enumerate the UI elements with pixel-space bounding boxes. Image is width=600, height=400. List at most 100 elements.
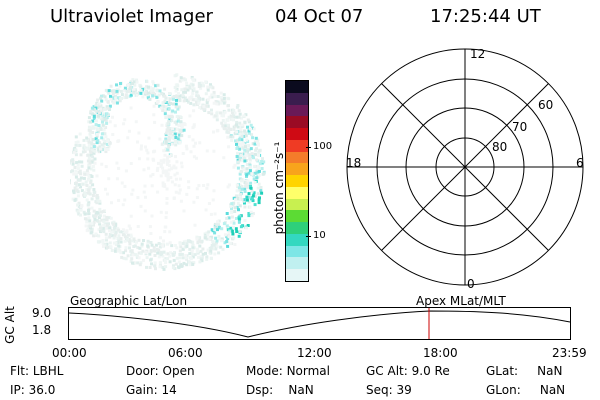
emission-pixel xyxy=(134,253,138,257)
emission-pixel xyxy=(176,84,180,88)
emission-pixel xyxy=(225,212,229,215)
emission-pixel xyxy=(179,76,183,80)
emission-pixel xyxy=(196,98,200,102)
emission-pixel xyxy=(99,126,103,130)
emission-pixel xyxy=(233,132,237,136)
lat-label-60: 60 xyxy=(538,98,554,112)
emission-pixel xyxy=(233,111,237,115)
emission-pixel xyxy=(163,94,167,98)
emission-pixel xyxy=(74,143,78,147)
emission-pixel xyxy=(102,244,105,248)
emission-pixel xyxy=(121,233,125,237)
emission-pixel xyxy=(108,229,112,233)
color-scale-band-13 xyxy=(286,233,308,246)
emission-pixel xyxy=(161,181,165,185)
emission-pixel xyxy=(125,231,129,234)
emission-pixel xyxy=(213,252,217,256)
emission-pixel xyxy=(103,243,107,247)
emission-pixel xyxy=(185,99,189,102)
emission-pixel xyxy=(85,198,89,202)
emission-pixel xyxy=(246,118,250,122)
emission-pixel xyxy=(130,192,134,196)
emission-pixel xyxy=(86,159,90,163)
instrument-title: Ultraviolet Imager xyxy=(50,6,213,27)
emission-pixel xyxy=(149,241,153,244)
emission-pixel xyxy=(72,189,75,193)
emission-pixel xyxy=(141,249,145,253)
emission-pixel xyxy=(153,264,157,268)
gain-label: Gain: xyxy=(126,383,158,397)
color-scale-band-16 xyxy=(286,269,308,281)
emission-pixel xyxy=(91,137,95,141)
emission-pixel xyxy=(227,97,231,101)
emission-pixel xyxy=(226,104,230,108)
emission-pixel xyxy=(91,194,95,197)
emission-pixel xyxy=(192,261,196,265)
emission-pixel xyxy=(240,138,244,142)
emission-pixel xyxy=(139,251,143,255)
emission-pixel xyxy=(200,259,204,263)
emission-pixel xyxy=(236,166,240,170)
emission-pixel xyxy=(247,171,251,175)
emission-pixel xyxy=(237,234,241,238)
emission-pixel xyxy=(129,214,133,218)
emission-pixel xyxy=(237,208,240,212)
emission-pixel xyxy=(239,153,243,157)
emission-pixel xyxy=(87,125,91,129)
emission-pixel xyxy=(189,257,193,261)
emission-pixel xyxy=(126,83,130,87)
emission-pixel xyxy=(148,97,152,101)
emission-pixel xyxy=(139,261,143,265)
color-scale-band-9 xyxy=(286,186,308,199)
emission-pixel xyxy=(183,242,187,246)
emission-pixel xyxy=(211,240,215,244)
emission-pixel xyxy=(247,195,251,199)
emission-pixel xyxy=(174,110,177,114)
emission-pixel xyxy=(236,104,240,107)
emission-pixel xyxy=(177,116,180,120)
emission-pixel xyxy=(238,137,242,141)
emission-pixel xyxy=(150,184,154,188)
filter-row: Flt: LBHL xyxy=(10,362,63,381)
emission-pixel xyxy=(182,99,186,103)
emission-pixel xyxy=(103,218,107,222)
emission-pixel xyxy=(81,150,85,154)
emission-pixel xyxy=(233,243,237,246)
emission-pixel xyxy=(253,180,257,184)
emission-pixel xyxy=(238,147,241,151)
emission-pixel xyxy=(100,94,103,98)
emission-pixel xyxy=(190,85,194,89)
emission-pixel xyxy=(97,216,101,220)
emission-pixel xyxy=(78,132,82,136)
emission-pixel xyxy=(108,141,112,145)
emission-pixel xyxy=(181,129,184,133)
emission-pixel xyxy=(165,252,169,256)
emission-pixel xyxy=(127,129,131,133)
emission-pixel xyxy=(126,233,130,237)
emission-pixel xyxy=(217,251,221,255)
emission-pixel xyxy=(210,257,213,260)
emission-pixel xyxy=(112,101,116,105)
emission-pixel xyxy=(257,182,261,186)
emission-pixel xyxy=(87,156,91,160)
emission-pixel xyxy=(250,214,254,218)
emission-pixel xyxy=(191,240,195,244)
filter-label: Flt: xyxy=(10,364,29,378)
emission-pixel xyxy=(261,157,264,161)
emission-pixel xyxy=(109,84,113,88)
emission-pixel xyxy=(178,256,182,260)
emission-pixel xyxy=(89,153,93,157)
emission-pixel xyxy=(153,261,157,265)
emission-pixel xyxy=(231,232,235,236)
mlt-label-18: 18 xyxy=(346,156,362,170)
emission-pixel xyxy=(175,171,179,175)
emission-pixel xyxy=(197,81,201,85)
emission-pixel xyxy=(241,146,245,150)
emission-pixel xyxy=(236,160,240,164)
emission-pixel xyxy=(131,261,134,265)
emission-pixel xyxy=(188,97,192,101)
emission-pixel xyxy=(90,222,94,226)
emission-pixel xyxy=(138,246,142,250)
emission-pixel xyxy=(167,143,171,147)
emission-pixel xyxy=(235,205,239,209)
